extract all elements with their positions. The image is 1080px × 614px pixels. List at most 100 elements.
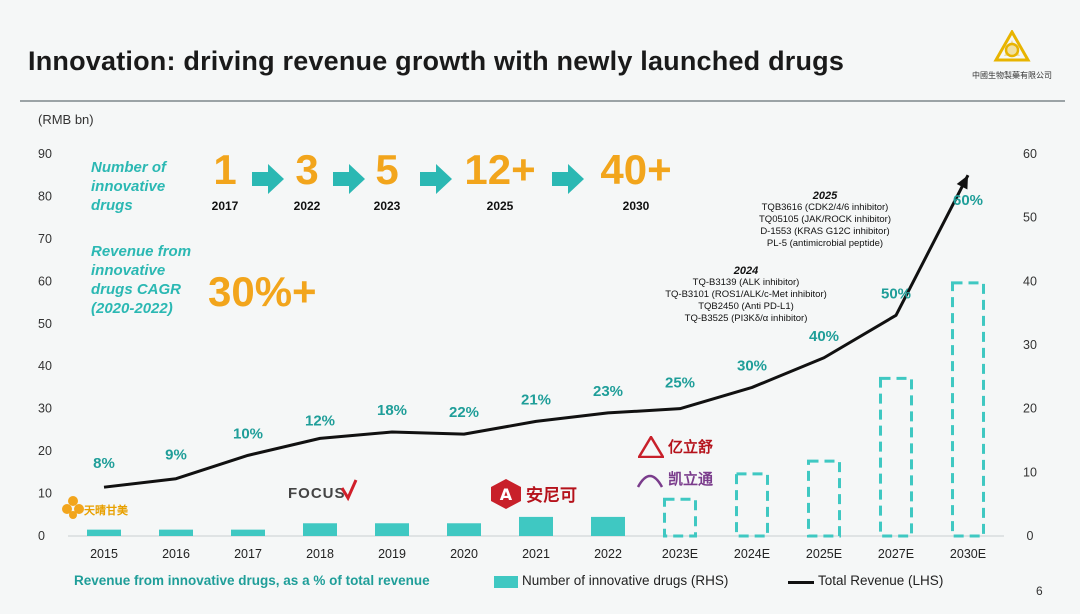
share-label: 25% (665, 374, 695, 391)
bar-projected (879, 376, 913, 538)
milestone-count: 3 (295, 146, 319, 193)
x-axis-tick: 2019 (378, 547, 406, 561)
pipeline-2025: 2025 TQB3616 (CDK2/4/6 inhibitor) TQ0510… (740, 190, 910, 250)
legend-bar-label: Number of innovative drugs (RHS) (522, 573, 729, 588)
legend-share-label: Revenue from innovative drugs, as a % of… (74, 573, 430, 588)
x-axis-tick: 2030E (950, 547, 986, 561)
revenue-line-arrowhead (956, 175, 968, 190)
bar-projected (951, 281, 985, 538)
left-axis-tick: 0 (38, 529, 45, 543)
milestone-count: 40+ (600, 146, 672, 193)
milestone-count: 12+ (464, 146, 536, 193)
x-axis-tick: 2015 (90, 547, 118, 561)
right-axis-tick: 30 (1023, 338, 1037, 352)
share-label: 22% (449, 404, 479, 421)
x-axis-tick: 2024E (734, 547, 770, 561)
pipeline-drug: D-1553 (KRAS G12C inhibitor) (760, 226, 890, 237)
x-axis-tick: 2027E (878, 547, 914, 561)
milestone-count: 5 (375, 146, 399, 193)
bar (231, 529, 265, 536)
arrow-right-icon (333, 164, 365, 194)
left-axis-tick: 70 (38, 232, 52, 246)
x-axis-tick: 2018 (306, 547, 334, 561)
cagr-label: Revenue from innovative drugs CAGR (2020… (91, 243, 192, 317)
x-axis-tick: 2022 (594, 547, 622, 561)
bar (375, 523, 409, 536)
bar (519, 516, 553, 536)
title-divider (20, 100, 1065, 102)
company-logo-text: 中國生物製藥有限公司 (972, 71, 1052, 80)
pipeline-drug: TQ05105 (JAK/ROCK inhibitor) (759, 214, 891, 225)
drug-count-label: Number of innovative drugs (91, 159, 166, 214)
arrow-right-icon (420, 164, 452, 194)
x-axis-tick: 2023E (662, 547, 698, 561)
bar (303, 523, 337, 536)
unit-label: (RMB bn) (38, 112, 94, 127)
revenue-line (103, 174, 970, 489)
bar-projected (735, 472, 769, 538)
milestone-year: 2025 (486, 199, 514, 213)
brand-anike-icon: A (491, 479, 521, 509)
share-label: 23% (593, 383, 623, 400)
left-axis-tick: 60 (38, 274, 52, 288)
milestone-year: 2030 (622, 199, 650, 213)
milestone-count: 1 (213, 146, 237, 193)
milestone-year: 2017 (211, 199, 239, 213)
share-label: 30% (737, 357, 767, 374)
bar-projected (807, 459, 841, 538)
brand-logo-yilishu: 亿立舒 (668, 439, 714, 456)
bar (159, 529, 193, 536)
bar-projected (663, 497, 697, 538)
legend-bar-swatch (494, 576, 518, 588)
left-axis-tick: 90 (38, 147, 52, 161)
right-axis-tick: 50 (1023, 211, 1037, 225)
pipeline-drug: TQB2450 (Anti PD-L1) (698, 301, 794, 312)
share-label: 50% (881, 285, 911, 302)
pipeline-drug: TQ-B3525 (PI3Kδ/α inhibitor) (684, 313, 808, 324)
x-axis-tick: 2017 (234, 547, 262, 561)
share-label: 40% (809, 328, 839, 345)
x-axis-tick: 2025E (806, 547, 842, 561)
bar (87, 529, 121, 536)
right-axis-tick: 40 (1023, 274, 1037, 288)
brand-kailitong-icon (636, 474, 664, 488)
milestone-year: 2022 (293, 199, 321, 213)
x-axis-tick: 2020 (450, 547, 478, 561)
right-axis-tick: 10 (1023, 465, 1037, 479)
svg-text:A: A (500, 485, 513, 504)
share-label: 21% (521, 391, 551, 408)
x-axis-tick: 2021 (522, 547, 550, 561)
share-label: 8% (93, 455, 115, 472)
share-label: 12% (305, 413, 335, 430)
share-label: 60% (953, 192, 983, 209)
pipeline-drug: TQ-B3101 (ROS1/ALK/c-Met inhibitor) (665, 289, 827, 300)
brand-logo-tianqing: 天晴甘美 (84, 505, 128, 517)
share-label: 9% (165, 447, 187, 464)
left-axis-tick: 30 (38, 402, 52, 416)
pipeline-2024: 2024 TQ-B3139 (ALK inhibitor) TQ-B3101 (… (648, 265, 844, 325)
x-axis-tick: 2016 (162, 547, 190, 561)
legend-line-label: Total Revenue (LHS) (818, 573, 944, 588)
right-axis-tick: 20 (1023, 402, 1037, 416)
brand-logo-anike: 安尼可 (526, 486, 577, 505)
bar (447, 523, 481, 536)
arrow-right-icon (552, 164, 584, 194)
left-axis-tick: 80 (38, 189, 52, 203)
left-axis-tick: 10 (38, 487, 52, 501)
company-logo-icon (993, 30, 1031, 62)
pipeline-year: 2025 (812, 190, 838, 202)
brand-logo-kailitong: 凯立通 (668, 471, 714, 488)
cagr-value: 30%+ (208, 268, 317, 315)
page-title: Innovation: driving revenue growth with … (28, 46, 845, 76)
legend-line-swatch (788, 581, 814, 584)
right-axis-tick: 0 (1027, 529, 1034, 543)
pipeline-drug: TQ-B3139 (ALK inhibitor) (692, 277, 800, 288)
share-label: 10% (233, 425, 263, 442)
milestone-year: 2023 (373, 199, 401, 213)
left-axis-tick: 40 (38, 359, 52, 373)
brand-flower-icon (62, 496, 84, 519)
bar (591, 516, 625, 536)
brand-yilishu-icon (638, 436, 664, 458)
arrow-right-icon (252, 164, 284, 194)
